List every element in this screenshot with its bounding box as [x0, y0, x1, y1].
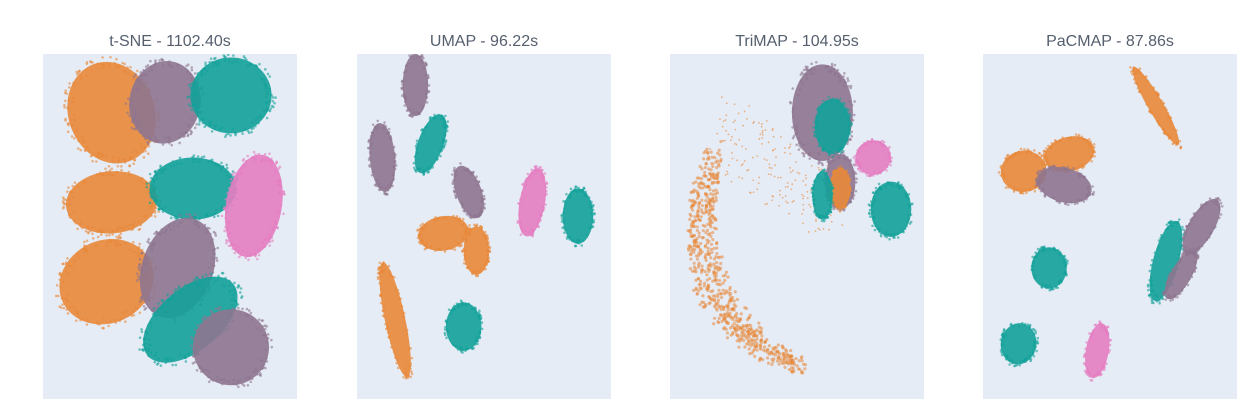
cluster-teal: [999, 321, 1040, 368]
cluster-teal: [810, 168, 835, 223]
panel-trimap: TriMAP - 104.95s: [670, 0, 924, 419]
scatter-plot: [670, 54, 924, 399]
panel-title: PaCMAP - 87.86s: [1046, 33, 1174, 50]
cluster-mauve: [189, 306, 274, 389]
cluster-mauve: [1034, 164, 1095, 207]
scatter-plot: [43, 54, 297, 399]
panel-title: TriMAP - 104.95s: [735, 33, 859, 50]
panel-umap: UMAP - 96.22s: [357, 0, 611, 419]
cluster-orange: [1129, 66, 1183, 150]
cluster-teal: [867, 181, 914, 241]
cluster-teal: [412, 113, 450, 176]
cluster-mauve: [366, 119, 398, 196]
cluster-teal: [1030, 245, 1069, 292]
cluster-orange: [1040, 133, 1096, 174]
plot-area: [357, 54, 611, 399]
panel-title: t-SNE - 1102.40s: [109, 33, 231, 50]
panel-pacmap: PaCMAP - 87.86s: [983, 0, 1237, 419]
scatter-plot: [357, 54, 611, 399]
panel-title: UMAP - 96.22s: [429, 33, 539, 50]
plot-area: [670, 54, 924, 399]
cluster-pink: [852, 137, 894, 178]
cluster-orange: [376, 261, 414, 380]
cluster-orange: [54, 234, 158, 330]
plot-area: [43, 54, 297, 399]
cluster-teal: [443, 299, 484, 354]
cluster-arc: [686, 96, 844, 375]
cluster-teal: [560, 185, 596, 248]
cluster-mauve: [450, 162, 486, 220]
cluster-mauve: [400, 54, 431, 118]
cluster-teal: [812, 95, 854, 159]
panel-tsne: t-SNE - 1102.40s: [43, 0, 297, 419]
plot-area: [983, 54, 1237, 399]
cluster-pink: [516, 164, 549, 238]
cluster-pink: [220, 150, 286, 262]
cluster-pink: [1082, 320, 1112, 382]
cluster-mauve: [1162, 247, 1200, 302]
cluster-orange: [461, 223, 492, 278]
scatter-plot: [983, 54, 1237, 399]
cluster-teal: [186, 54, 277, 139]
